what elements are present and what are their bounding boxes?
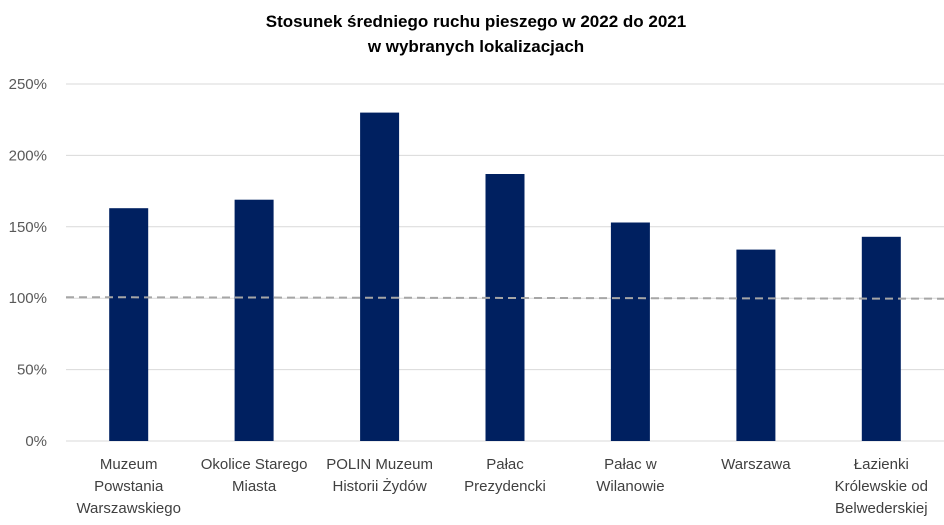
category-label: Królewskie od <box>835 478 928 495</box>
bar <box>109 208 149 441</box>
y-tick-label: 50% <box>17 362 47 379</box>
reference-line-group <box>65 296 944 300</box>
bar <box>861 236 901 441</box>
reference-line <box>65 296 944 300</box>
y-tick-label: 0% <box>25 433 47 450</box>
chart-title: Stosunek średniego ruchu pieszego w 2022… <box>266 12 686 56</box>
y-tick-label: 200% <box>9 147 47 164</box>
bars <box>109 112 901 441</box>
y-axis-ticks: 0% 50% 100% 150% 200% 250% <box>9 76 47 450</box>
chart-title-line: Stosunek średniego ruchu pieszego w 2022… <box>266 12 686 31</box>
category-label: Belwederskiej <box>835 500 928 517</box>
bar <box>610 222 650 441</box>
category-label: Powstania <box>94 478 164 495</box>
category-label: Wilanowie <box>596 478 664 495</box>
bar <box>234 199 274 441</box>
category-label: Okolice Starego <box>201 456 308 473</box>
category-label: Pałac <box>486 456 524 473</box>
chart-title-line: w wybranych lokalizacjach <box>367 37 584 56</box>
category-label: Warszawa <box>721 456 791 473</box>
category-label: Warszawskiego <box>76 500 180 517</box>
bar <box>485 174 525 441</box>
category-label: Prezydencki <box>464 478 546 495</box>
category-label: Muzeum <box>100 456 158 473</box>
category-label: Miasta <box>232 478 277 495</box>
category-label: Pałac w <box>604 456 657 473</box>
x-axis-categories: Muzeum Powstania Warszawskiego Okolice Star… <box>76 456 928 517</box>
bar <box>360 112 400 441</box>
y-tick-label: 250% <box>9 76 47 93</box>
category-label: Łazienki <box>854 456 909 473</box>
y-tick-label: 150% <box>9 219 47 236</box>
category-label: Historii Żydów <box>333 477 427 495</box>
category-label: POLIN Muzeum <box>326 456 433 473</box>
bar <box>736 249 776 441</box>
y-tick-label: 100% <box>9 290 47 307</box>
